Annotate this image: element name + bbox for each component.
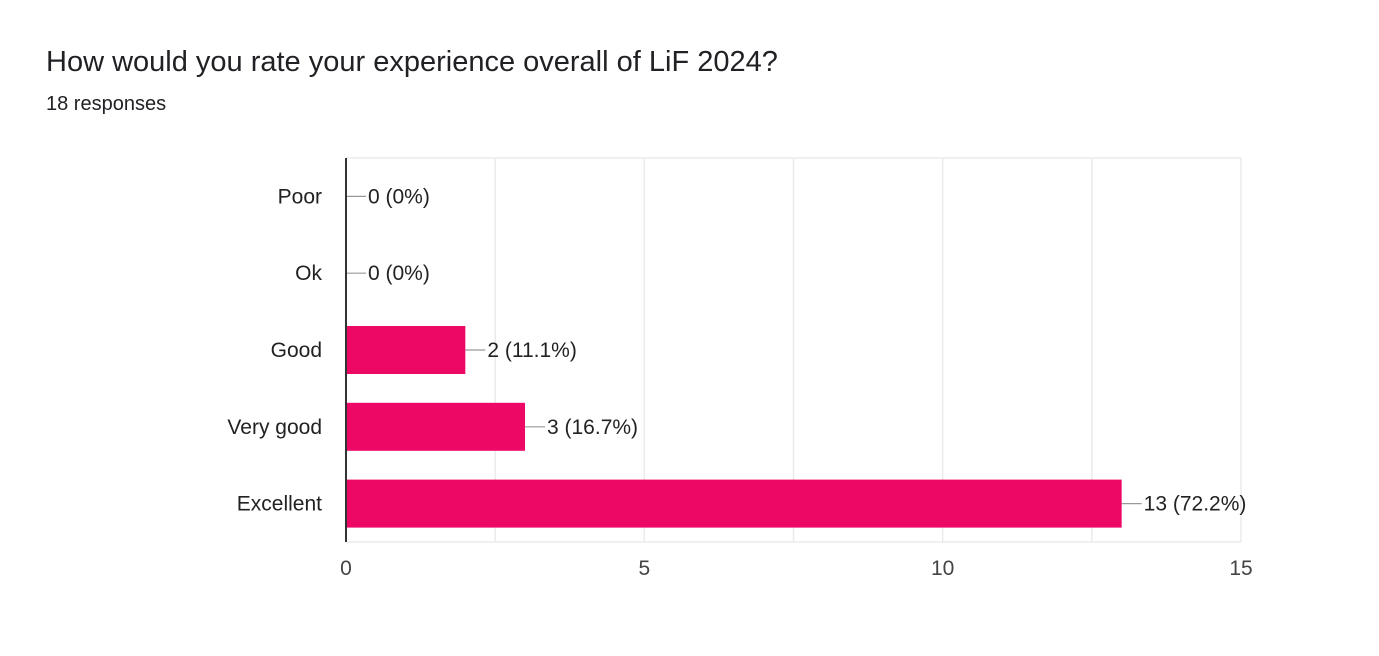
data-label: 0 (0%)	[368, 262, 430, 285]
x-tick-label: 15	[1229, 557, 1252, 580]
category-label: Very good	[227, 416, 322, 439]
x-tick-label: 10	[931, 557, 954, 580]
data-label: 2 (11.1%)	[487, 339, 577, 362]
data-label: 3 (16.7%)	[547, 416, 638, 439]
category-label: Ok	[295, 262, 322, 285]
category-label: Excellent	[237, 493, 322, 516]
bar-very-good	[346, 402, 525, 451]
x-tick-label: 5	[638, 557, 650, 580]
data-label: 0 (0%)	[368, 185, 430, 208]
data-label: 13 (72.2%)	[1144, 493, 1247, 516]
bar-good	[346, 326, 466, 374]
question-title: How would you rate your experience overa…	[46, 46, 778, 78]
x-tick-label: 0	[340, 557, 352, 580]
response-count: 18 responses	[46, 93, 167, 115]
category-label: Good	[271, 339, 322, 362]
bar-excellent	[346, 479, 1122, 528]
category-label: Poor	[278, 185, 322, 208]
